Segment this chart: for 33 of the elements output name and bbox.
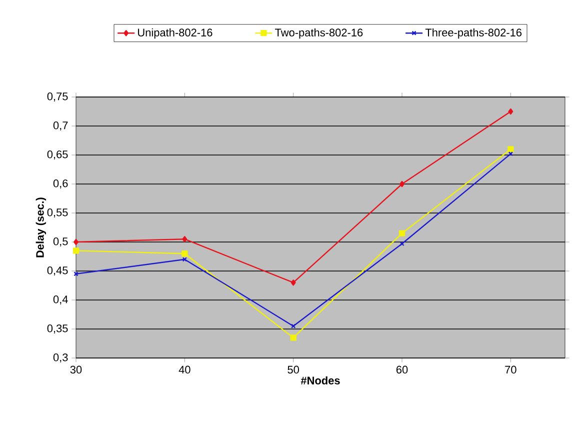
y-tick-label: 0,6: [53, 179, 68, 189]
y-tick-label: 0,55: [47, 208, 68, 218]
point: [508, 146, 514, 152]
x-tick-label: 50: [288, 366, 299, 374]
point: [290, 324, 296, 328]
y-tick-label: 0,3: [53, 353, 68, 363]
y-axis-title: Delay (sec.): [36, 198, 46, 258]
y-tick-label: 0,4: [53, 295, 68, 305]
legend-label: Unipath-802-16: [138, 28, 212, 39]
point: [72, 248, 80, 254]
y-tick-label: 0,45: [47, 266, 68, 276]
y-tick-label: 0,35: [47, 324, 68, 334]
y-tick-label: 0,5: [53, 237, 68, 247]
point: [182, 236, 188, 242]
x-tick-label: 30: [70, 366, 82, 374]
point: [290, 280, 296, 286]
y-tick-label: 0,7: [53, 121, 68, 131]
x-tick-label: 60: [396, 366, 408, 374]
point: [400, 241, 404, 246]
x-tick-label: 40: [178, 366, 190, 374]
point: [398, 230, 406, 236]
legend-label: Two-paths-802-16: [275, 28, 363, 39]
point: [74, 238, 78, 246]
point: [400, 180, 404, 188]
y-tick-label: 0,75: [47, 92, 68, 102]
point: [290, 334, 296, 341]
x-tick-label: 70: [505, 366, 516, 374]
legend-label: Three-paths-802-16: [425, 28, 522, 39]
x-axis-title: #Nodes: [300, 376, 340, 384]
y-tick-label: 0,65: [47, 150, 68, 160]
point: [508, 108, 514, 115]
point: [182, 250, 188, 257]
point: [182, 257, 188, 262]
